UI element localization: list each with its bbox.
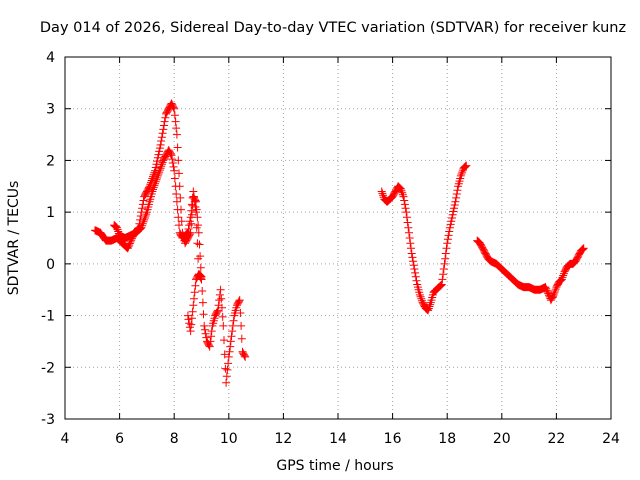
- x-tick-label: 10: [220, 431, 238, 447]
- x-tick-label: 8: [170, 431, 179, 447]
- x-tick-label: 22: [547, 431, 565, 447]
- y-tick-label: -1: [41, 309, 55, 325]
- x-tick-label: 18: [438, 431, 456, 447]
- x-tick-label: 6: [115, 431, 124, 447]
- plus-markers: [110, 146, 206, 284]
- y-axis-label: SDTVAR / TECUs: [6, 181, 22, 296]
- plus-markers: [473, 236, 588, 305]
- series-segment-1c: [183, 270, 206, 336]
- x-tick-label: 20: [493, 431, 511, 447]
- series-segment-1: [91, 99, 250, 387]
- x-tick-label: 12: [274, 431, 292, 447]
- x-axis-label: GPS time / hours: [276, 458, 393, 474]
- series-segment-2: [377, 161, 471, 315]
- y-tick-label: 4: [46, 50, 55, 66]
- y-tick-label: 0: [46, 257, 55, 273]
- series-segment-3: [473, 236, 588, 305]
- series-segment-1b: [110, 146, 206, 284]
- chart-title: Day 014 of 2026, Sidereal Day-to-day VTE…: [40, 20, 626, 36]
- plus-markers: [183, 270, 206, 336]
- y-tick-label: 3: [46, 102, 55, 118]
- x-tick-label: 4: [61, 431, 70, 447]
- plot-frame: [64, 56, 612, 420]
- x-tick-label: 14: [329, 431, 347, 447]
- data-points: [91, 99, 588, 387]
- x-tick-label: 16: [384, 431, 402, 447]
- plus-markers: [91, 99, 250, 387]
- y-tick-label: -2: [41, 360, 55, 376]
- plus-markers: [377, 161, 471, 315]
- y-tick-label: -3: [41, 412, 55, 428]
- y-tick-label: 1: [46, 205, 55, 221]
- grid-lines: [65, 57, 611, 419]
- y-tick-label: 2: [46, 153, 55, 169]
- x-tick-label: 24: [602, 431, 620, 447]
